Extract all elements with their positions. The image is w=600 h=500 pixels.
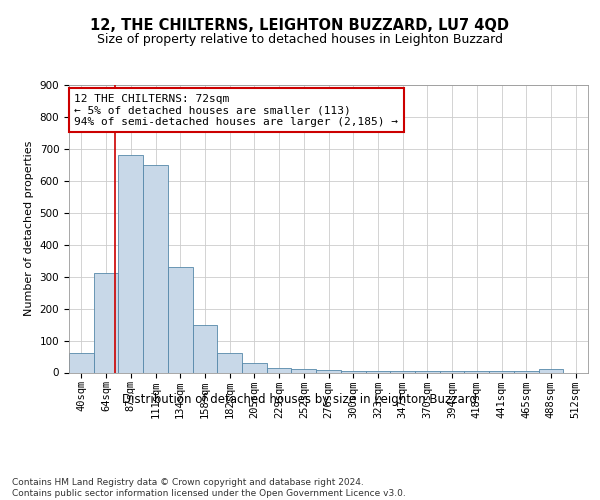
Bar	[143, 165, 168, 372]
Bar	[168, 267, 193, 372]
Bar	[118, 156, 143, 372]
Bar	[217, 354, 242, 372]
Text: Distribution of detached houses by size in Leighton Buzzard: Distribution of detached houses by size …	[122, 392, 478, 406]
Text: 12, THE CHILTERNS, LEIGHTON BUZZARD, LU7 4QD: 12, THE CHILTERNS, LEIGHTON BUZZARD, LU7…	[91, 18, 509, 32]
Bar	[341, 371, 365, 372]
Text: 12 THE CHILTERNS: 72sqm
← 5% of detached houses are smaller (113)
94% of semi-de: 12 THE CHILTERNS: 72sqm ← 5% of detached…	[74, 94, 398, 127]
Text: Contains HM Land Registry data © Crown copyright and database right 2024.
Contai: Contains HM Land Registry data © Crown c…	[12, 478, 406, 498]
Bar	[193, 324, 217, 372]
Bar	[415, 371, 440, 372]
Bar	[365, 371, 390, 372]
Text: Size of property relative to detached houses in Leighton Buzzard: Size of property relative to detached ho…	[97, 32, 503, 46]
Bar	[440, 371, 464, 372]
Bar	[390, 371, 415, 372]
Y-axis label: Number of detached properties: Number of detached properties	[24, 141, 34, 316]
Bar	[316, 370, 341, 372]
Bar	[69, 354, 94, 372]
Bar	[267, 368, 292, 372]
Bar	[464, 371, 489, 372]
Bar	[489, 371, 514, 372]
Bar	[242, 363, 267, 372]
Bar	[514, 371, 539, 372]
Bar	[292, 370, 316, 372]
Bar	[94, 274, 118, 372]
Bar	[539, 370, 563, 372]
